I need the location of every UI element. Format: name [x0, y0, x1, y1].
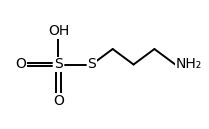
Text: S: S — [87, 58, 96, 71]
Text: OH: OH — [48, 24, 69, 38]
Text: NH₂: NH₂ — [175, 58, 201, 71]
Text: O: O — [53, 94, 64, 108]
Text: S: S — [54, 58, 63, 71]
Text: O: O — [15, 58, 26, 71]
